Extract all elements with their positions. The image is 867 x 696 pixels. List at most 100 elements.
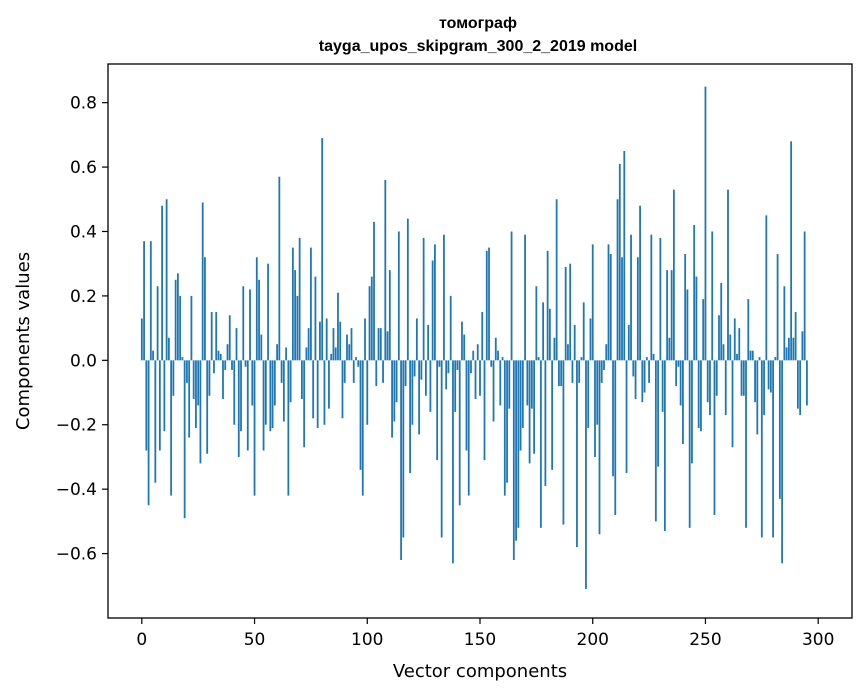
bar bbox=[603, 360, 605, 370]
bar bbox=[379, 328, 382, 361]
bar bbox=[152, 350, 154, 361]
bar bbox=[384, 179, 387, 361]
bar bbox=[145, 360, 148, 451]
bar bbox=[497, 350, 499, 361]
bar bbox=[654, 360, 657, 522]
bar bbox=[276, 344, 278, 361]
bar bbox=[415, 318, 418, 361]
bar bbox=[596, 360, 599, 425]
bar bbox=[167, 337, 170, 361]
bar bbox=[790, 141, 793, 361]
bar bbox=[461, 321, 463, 361]
bar bbox=[240, 360, 242, 432]
bar bbox=[438, 360, 441, 367]
bar bbox=[244, 360, 247, 367]
bar bbox=[564, 266, 567, 361]
bar bbox=[648, 360, 650, 383]
bar bbox=[722, 344, 725, 361]
bar bbox=[237, 360, 240, 457]
bar bbox=[485, 250, 488, 361]
bar bbox=[235, 328, 238, 361]
bar bbox=[492, 360, 495, 422]
bar bbox=[634, 360, 637, 399]
bar bbox=[190, 295, 193, 361]
bar bbox=[440, 360, 443, 538]
bar bbox=[636, 257, 639, 361]
y-axis: −0.6 −0.4 −0.2 0.0 0.2 0.4 0.6 0.8 bbox=[56, 94, 108, 565]
bar bbox=[395, 360, 398, 403]
bar bbox=[179, 295, 182, 361]
bar bbox=[763, 360, 765, 416]
bar bbox=[675, 360, 678, 387]
bar bbox=[282, 360, 285, 422]
bar bbox=[508, 360, 511, 409]
bar bbox=[729, 334, 732, 361]
bar bbox=[677, 360, 680, 367]
bar bbox=[749, 350, 752, 361]
bar bbox=[368, 286, 371, 361]
bar bbox=[670, 270, 673, 361]
bar bbox=[745, 360, 747, 528]
bar bbox=[149, 241, 152, 361]
bar bbox=[476, 344, 479, 361]
bar bbox=[641, 360, 644, 403]
bar bbox=[688, 360, 691, 528]
bar bbox=[663, 360, 666, 532]
bar bbox=[377, 328, 380, 361]
bar bbox=[530, 360, 533, 409]
bar bbox=[519, 360, 522, 451]
bar bbox=[186, 360, 188, 383]
bar bbox=[330, 353, 333, 361]
bar bbox=[472, 350, 475, 361]
bar bbox=[506, 360, 508, 483]
bar bbox=[287, 360, 290, 496]
bar bbox=[321, 138, 324, 361]
bar bbox=[715, 360, 718, 396]
bar bbox=[300, 360, 303, 399]
x-tick-label: 300 bbox=[802, 630, 834, 650]
bar bbox=[154, 360, 157, 483]
bar bbox=[718, 315, 720, 361]
bar bbox=[449, 295, 452, 361]
bar bbox=[582, 302, 585, 361]
bar bbox=[733, 318, 736, 361]
bar bbox=[528, 360, 531, 464]
bar bbox=[609, 254, 612, 361]
bar bbox=[510, 231, 513, 361]
bar bbox=[650, 234, 653, 361]
chart-subtitle: tayga_upos_skipgram_300_2_2019 model bbox=[319, 38, 637, 55]
bar bbox=[605, 344, 608, 361]
bar bbox=[580, 357, 583, 361]
bar bbox=[767, 360, 770, 390]
bar bbox=[341, 360, 344, 419]
bar bbox=[695, 276, 698, 361]
bar bbox=[215, 312, 218, 361]
bar bbox=[806, 360, 808, 406]
bar bbox=[724, 360, 727, 416]
bar bbox=[470, 360, 472, 374]
bar bbox=[578, 360, 581, 383]
x-tick-label: 250 bbox=[689, 630, 721, 650]
y-tick-label: 0.8 bbox=[70, 94, 97, 114]
bar bbox=[400, 360, 402, 561]
bar bbox=[298, 237, 301, 361]
bar bbox=[668, 337, 671, 361]
bar bbox=[521, 360, 524, 428]
bar bbox=[659, 237, 662, 361]
bar bbox=[251, 360, 254, 406]
bar bbox=[542, 302, 545, 361]
x-tick-label: 200 bbox=[577, 630, 609, 650]
bar bbox=[769, 360, 772, 393]
bar bbox=[587, 360, 590, 428]
bar bbox=[404, 360, 407, 387]
y-tick-label: 0.2 bbox=[70, 287, 97, 307]
bar bbox=[328, 360, 330, 409]
bar bbox=[305, 347, 308, 361]
bar bbox=[382, 360, 384, 383]
bar bbox=[370, 276, 373, 361]
bar bbox=[319, 321, 321, 361]
bar bbox=[756, 360, 759, 435]
bar bbox=[278, 176, 281, 361]
bar bbox=[434, 244, 436, 361]
bar bbox=[156, 286, 159, 361]
